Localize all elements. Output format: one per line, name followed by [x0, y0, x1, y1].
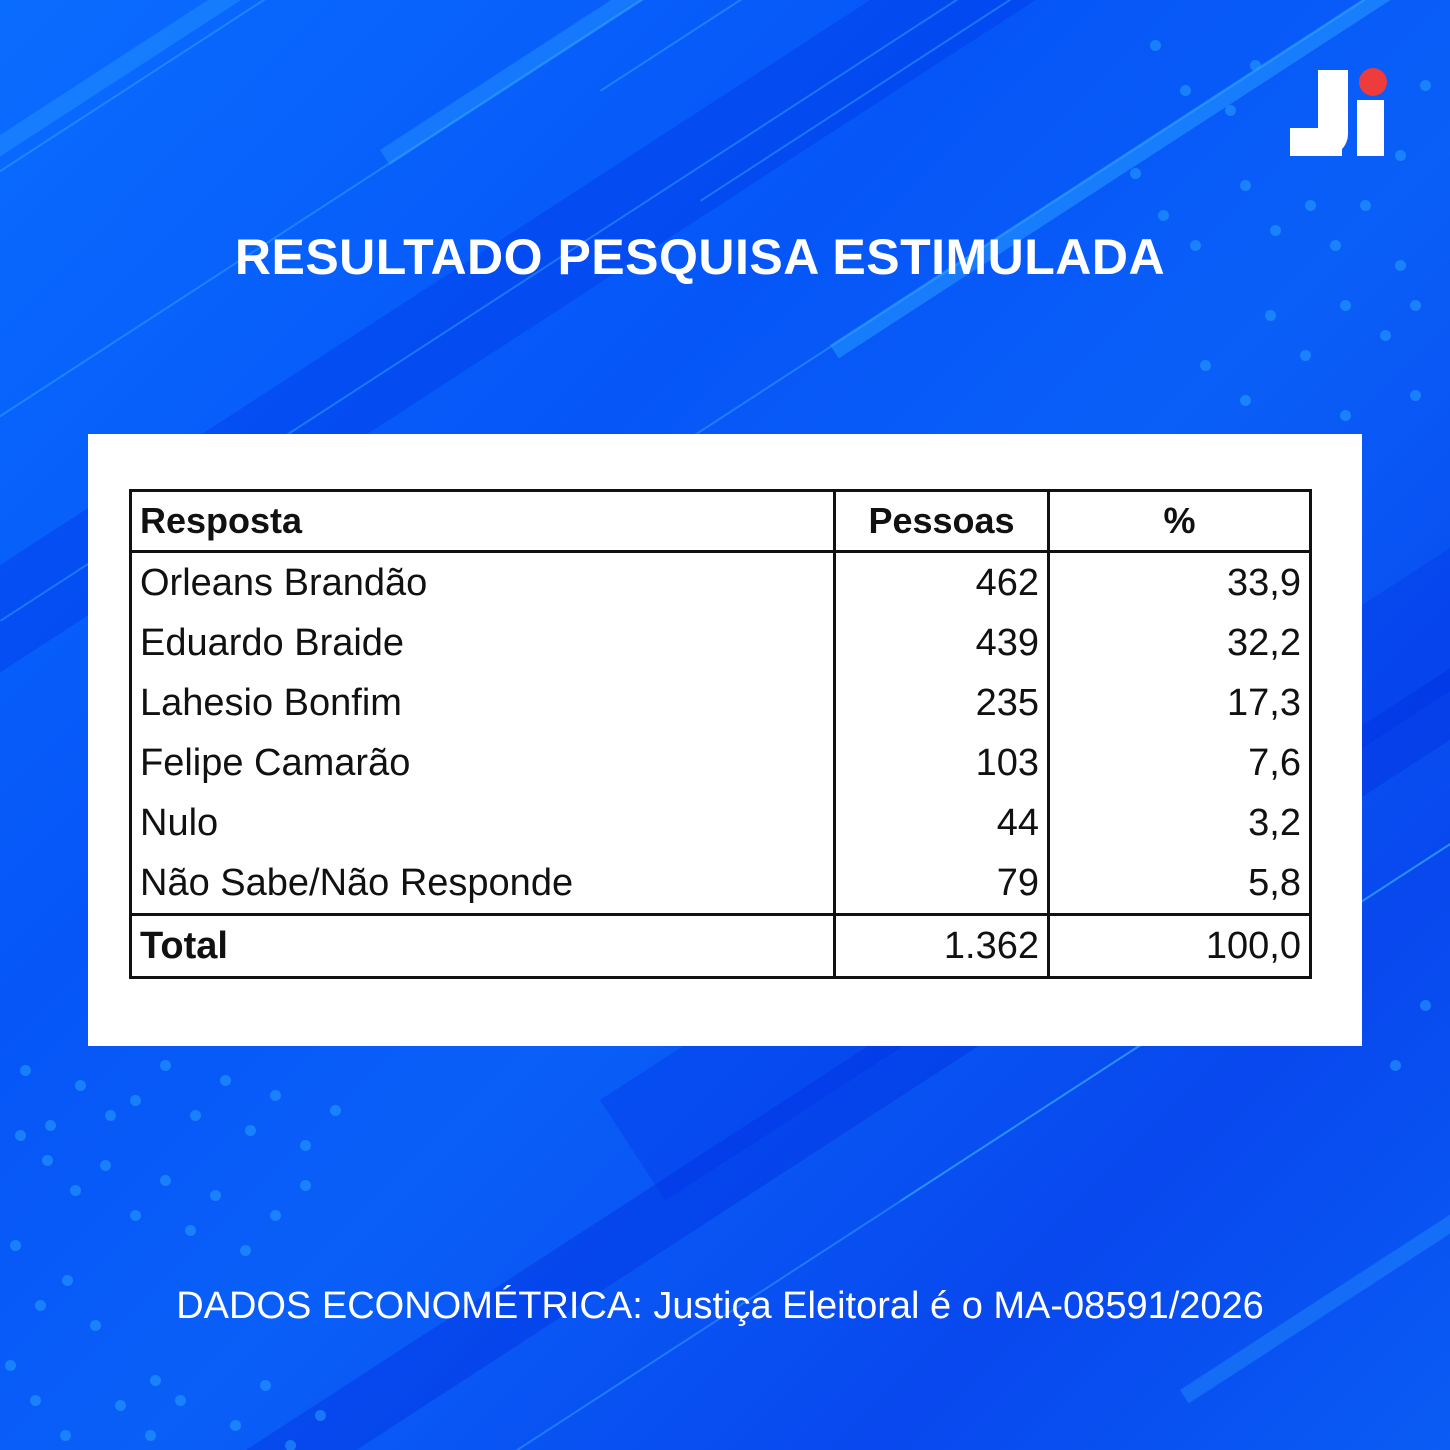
- bg-dot: [130, 1095, 141, 1106]
- bg-dot: [150, 1375, 161, 1386]
- bg-dot: [1340, 300, 1351, 311]
- bg-dot: [105, 1110, 116, 1121]
- bg-dot: [60, 1430, 71, 1441]
- bg-dot: [1410, 390, 1421, 401]
- table-row: Eduardo Braide 439 32,2: [131, 613, 1311, 673]
- bg-dot: [70, 1185, 81, 1196]
- header-percent: %: [1047, 490, 1311, 553]
- bg-dot: [1265, 310, 1276, 321]
- bg-dot: [30, 1395, 41, 1406]
- bg-dot: [1300, 350, 1311, 361]
- cell-pessoas: 439: [833, 613, 1049, 673]
- cell-percent: 5,8: [1047, 853, 1311, 915]
- table-row: Nulo 44 3,2: [131, 793, 1311, 853]
- cell-percent: 17,3: [1047, 673, 1311, 733]
- logo-red-dot-icon: [1359, 68, 1387, 96]
- bg-dot: [1180, 85, 1191, 96]
- bg-band: [830, 0, 1450, 359]
- total-pessoas: 1.362: [833, 913, 1049, 978]
- bg-dot: [42, 1155, 53, 1166]
- table-row: Orleans Brandão 462 33,9: [131, 551, 1311, 613]
- cell-pessoas: 103: [833, 733, 1049, 793]
- cell-percent: 7,6: [1047, 733, 1311, 793]
- bg-dot: [1420, 80, 1431, 91]
- bg-dot: [1240, 180, 1251, 191]
- bg-dot: [240, 1245, 251, 1256]
- table-row: Felipe Camarão 103 7,6: [131, 733, 1311, 793]
- cell-pessoas: 235: [833, 673, 1049, 733]
- bg-dot: [1340, 410, 1351, 421]
- bg-dot: [210, 1190, 221, 1201]
- bg-dot: [315, 1410, 326, 1421]
- bg-dot: [285, 1440, 296, 1450]
- bg-dot: [190, 1110, 201, 1121]
- cell-resposta: Nulo: [140, 801, 219, 844]
- header-resposta: Resposta: [130, 490, 835, 553]
- bg-dot: [175, 1395, 186, 1406]
- bg-dot: [100, 1160, 111, 1171]
- bg-dot: [1390, 1060, 1401, 1071]
- cell-pessoas: 79: [833, 853, 1049, 915]
- cell-percent: 3,2: [1047, 793, 1311, 853]
- logo-j-foot: [1290, 128, 1342, 156]
- page-title: RESULTADO PESQUISA ESTIMULADA: [234, 229, 1166, 285]
- cell-pessoas: 44: [833, 793, 1049, 853]
- total-label: Total: [130, 913, 835, 978]
- cell-resposta: Não Sabe/Não Responde: [140, 861, 574, 904]
- cell-percent: 32,2: [1047, 613, 1311, 673]
- bg-dot: [270, 1090, 281, 1101]
- bg-dot: [260, 1380, 271, 1391]
- bg-dot: [20, 1065, 31, 1076]
- bg-dot: [75, 1080, 86, 1091]
- bg-dot: [270, 1210, 281, 1221]
- bg-dot: [1225, 105, 1236, 116]
- cell-resposta: Orleans Brandão: [140, 561, 428, 604]
- bg-dot: [330, 1105, 341, 1116]
- total-percent: 100,0: [1047, 913, 1311, 978]
- bg-band: [0, 0, 1450, 216]
- bg-dot: [1305, 200, 1316, 211]
- bg-dot: [115, 1400, 126, 1411]
- bg-dot: [5, 1360, 16, 1371]
- bg-dot: [15, 1130, 26, 1141]
- bg-dot: [45, 1120, 56, 1131]
- results-panel: Resposta Pessoas % Orleans Brandão 462 3…: [88, 434, 1362, 1046]
- table-row: Lahesio Bonfim 235 17,3: [131, 673, 1311, 733]
- bg-dot: [300, 1180, 311, 1191]
- bg-dot: [1158, 210, 1169, 221]
- bg-dot: [1420, 1000, 1431, 1011]
- bg-dot: [145, 1430, 156, 1441]
- bg-dot: [130, 1210, 141, 1221]
- table-total-row: Total 1.362 100,0: [130, 913, 1311, 978]
- bg-dot: [300, 1140, 311, 1151]
- bg-dot: [230, 1420, 241, 1431]
- table-row: Não Sabe/Não Responde 79 5,8: [131, 853, 1311, 915]
- bg-dot: [1360, 200, 1371, 211]
- bg-dot: [1240, 395, 1251, 406]
- cell-pessoas: 462: [833, 551, 1049, 613]
- cell-resposta: Felipe Camarão: [140, 741, 411, 784]
- results-table: Resposta Pessoas % Orleans Brandão 462 3…: [129, 489, 1312, 979]
- bg-dot: [10, 1240, 21, 1251]
- bg-dot: [160, 1060, 171, 1071]
- bg-dot: [1380, 330, 1391, 341]
- bg-dot: [160, 1175, 171, 1186]
- cell-percent: 33,9: [1047, 551, 1311, 613]
- bg-dot: [185, 1225, 196, 1236]
- bg-dot: [1150, 40, 1161, 51]
- bg-dot: [1200, 360, 1211, 371]
- cell-resposta: Eduardo Braide: [140, 621, 405, 664]
- header-pessoas: Pessoas: [833, 490, 1049, 553]
- bg-dot: [1410, 300, 1421, 311]
- source-footer: DADOS ECONOMÉTRICA: Justiça Eleitoral é …: [176, 1285, 1264, 1327]
- bg-dot: [245, 1125, 256, 1136]
- table-header-row: Resposta Pessoas %: [130, 490, 1311, 553]
- cell-resposta: Lahesio Bonfim: [140, 681, 402, 724]
- ji-logo: [1290, 66, 1390, 158]
- bg-dot: [1250, 60, 1261, 71]
- logo-i-stem: [1357, 100, 1384, 156]
- bg-dot: [1130, 168, 1141, 179]
- bg-dot: [220, 1075, 231, 1086]
- bg-dot: [1395, 150, 1406, 161]
